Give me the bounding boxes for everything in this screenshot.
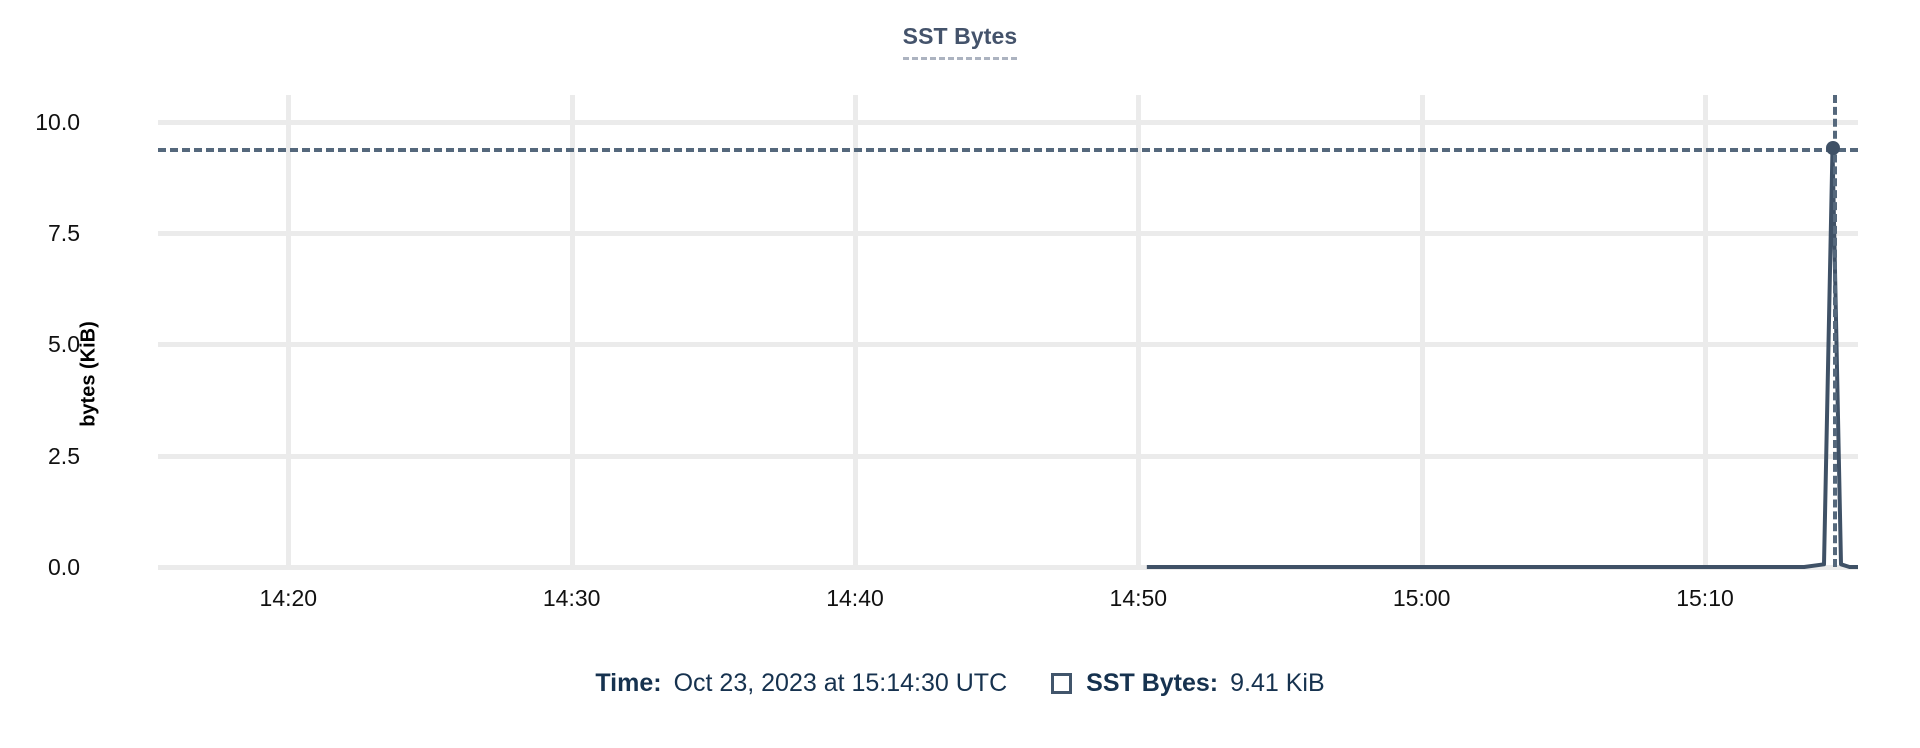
plot-area[interactable]: 0.0 2.5 5.0 7.5 10.0 14:20 14:30 14:40 14:50 15:… (35, 95, 1858, 610)
crosshair-horizontal-line (158, 147, 1858, 152)
chart-title-text: SST Bytes (902, 22, 1018, 60)
gridline-horizontal (158, 453, 1858, 459)
data-point-marker[interactable] (1825, 140, 1840, 155)
x-tick-label: 14:30 (542, 585, 601, 611)
y-tick-label: 0.0 (48, 554, 80, 580)
crosshair-vertical-line (1832, 95, 1837, 567)
footer-time-label: Time: (595, 669, 662, 697)
data-series-layer (158, 95, 1858, 567)
series-line (1147, 148, 1858, 567)
gridline-vertical (1703, 95, 1708, 567)
footer-series-item[interactable]: SST Bytes: 9.41 KiB (1051, 668, 1325, 698)
tooltip-footer: Time: Oct 23, 2023 at 15:14:30 UTC SST B… (0, 668, 1920, 698)
gridline-vertical (1419, 95, 1425, 567)
y-tick-label: 10.0 (35, 108, 80, 135)
x-tick-label: 14:40 (826, 585, 884, 611)
gridline-vertical (1136, 95, 1142, 567)
y-tick-label: 2.5 (48, 442, 80, 469)
x-tick-label: 14:50 (1109, 585, 1168, 611)
y-tick-label: 7.5 (48, 220, 80, 247)
footer-time-value: Oct 23, 2023 at 15:14:30 UTC (673, 669, 1008, 697)
x-tick-label: 14:20 (259, 585, 318, 611)
gridline-horizontal (158, 565, 1858, 570)
x-tick-label: 15:10 (1676, 585, 1734, 611)
y-tick-label: 5.0 (48, 331, 80, 358)
gridline-horizontal (158, 342, 1858, 348)
chart-title: SST Bytes (0, 22, 1920, 60)
gridline-vertical (286, 95, 292, 567)
footer-time-item: Time: Oct 23, 2023 at 15:14:30 UTC (595, 668, 1007, 698)
x-tick-label: 15:00 (1392, 585, 1451, 611)
legend-swatch-icon[interactable] (1051, 672, 1073, 694)
gridline-horizontal (158, 119, 1858, 125)
footer-series-label: SST Bytes: (1086, 669, 1219, 697)
gridline-vertical (853, 95, 858, 567)
gridline-horizontal (158, 231, 1858, 237)
gridline-vertical (569, 95, 575, 567)
footer-series-value: 9.41 KiB (1230, 669, 1325, 697)
y-axis-label: bytes (KiB) (77, 321, 100, 427)
